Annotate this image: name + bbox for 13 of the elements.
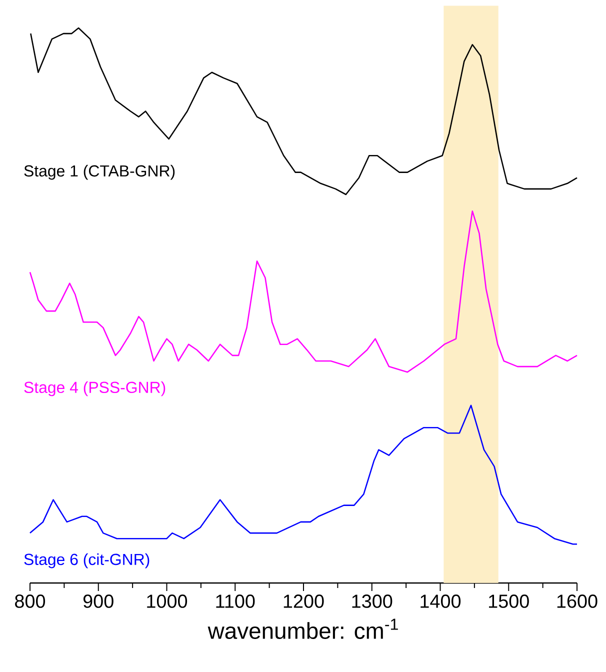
x-tick-label: 1400: [420, 594, 461, 608]
x-tick-label: 1500: [489, 594, 529, 608]
x-tick-label: 1300: [352, 594, 392, 608]
x-axis-title: wavenumber: cm$^{-1}$: [208, 618, 398, 640]
series-label: Stage 1 (CTAB-GNR): [24, 164, 175, 180]
x-tick-label: 1100: [216, 594, 255, 608]
x-tick-label: 1200: [284, 594, 324, 608]
x-tick-label: 1600: [557, 594, 598, 608]
x-tick-label: 900: [83, 594, 114, 608]
series-label: Stage 6 (cit-GNR): [24, 553, 150, 568]
x-tick-label: 800: [15, 594, 46, 608]
series-label: Stage 4 (PSS-GNR): [24, 381, 166, 396]
x-tick-label: 1000: [147, 594, 188, 608]
